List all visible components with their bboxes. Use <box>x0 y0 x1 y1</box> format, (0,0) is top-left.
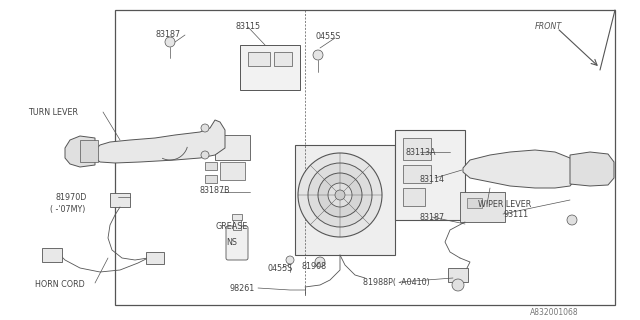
Bar <box>240 45 300 90</box>
Text: 0455S: 0455S <box>268 264 293 273</box>
Bar <box>205 162 217 170</box>
Text: 81908: 81908 <box>302 262 327 271</box>
Circle shape <box>335 190 345 200</box>
Circle shape <box>298 153 382 237</box>
Circle shape <box>201 124 209 132</box>
Text: 83187: 83187 <box>155 30 180 39</box>
Circle shape <box>201 151 209 159</box>
Bar <box>403 165 431 183</box>
Circle shape <box>452 279 464 291</box>
Bar <box>395 130 465 220</box>
Text: ( -'07MY): ( -'07MY) <box>50 205 85 214</box>
Text: 83113A: 83113A <box>405 148 435 157</box>
Text: 93111: 93111 <box>503 210 528 219</box>
Bar <box>233 218 241 230</box>
Circle shape <box>286 256 294 264</box>
Bar <box>115 10 615 305</box>
Bar <box>448 268 468 282</box>
Text: 83115: 83115 <box>235 22 260 31</box>
Polygon shape <box>463 150 575 188</box>
Text: NS: NS <box>226 238 237 247</box>
Bar <box>403 138 431 160</box>
Circle shape <box>567 215 577 225</box>
Circle shape <box>318 173 362 217</box>
Text: 83187: 83187 <box>420 213 445 222</box>
Text: 81988P( -A0410): 81988P( -A0410) <box>363 278 429 287</box>
FancyBboxPatch shape <box>226 226 248 260</box>
Text: FRONT: FRONT <box>535 22 563 31</box>
Polygon shape <box>65 136 95 167</box>
Text: GREASE: GREASE <box>215 222 248 231</box>
Text: A832001068: A832001068 <box>530 308 579 317</box>
Text: WIPER LEVER: WIPER LEVER <box>478 200 531 209</box>
Bar <box>295 145 395 255</box>
Circle shape <box>328 183 352 207</box>
Bar <box>80 140 98 162</box>
Text: 0455S: 0455S <box>315 32 340 41</box>
Text: 83187B: 83187B <box>200 186 230 195</box>
Bar <box>274 52 292 66</box>
Bar <box>110 193 130 207</box>
Polygon shape <box>95 120 225 163</box>
Bar <box>42 248 62 262</box>
Bar <box>460 192 505 222</box>
Bar <box>232 214 242 220</box>
Text: HORN CORD: HORN CORD <box>35 280 84 289</box>
Circle shape <box>308 163 372 227</box>
Bar <box>205 145 217 153</box>
Text: 83114: 83114 <box>420 175 445 184</box>
Bar <box>248 52 270 66</box>
Bar <box>205 175 217 183</box>
Circle shape <box>315 257 325 267</box>
Text: 81970D: 81970D <box>55 193 86 202</box>
Bar <box>220 162 245 180</box>
Circle shape <box>313 50 323 60</box>
Bar <box>215 135 250 160</box>
Text: 98261: 98261 <box>230 284 255 293</box>
Bar <box>146 252 164 264</box>
Bar <box>467 198 482 208</box>
Polygon shape <box>570 152 614 186</box>
Circle shape <box>165 37 175 47</box>
Text: TURN LEVER: TURN LEVER <box>28 108 78 117</box>
Bar <box>403 188 425 206</box>
